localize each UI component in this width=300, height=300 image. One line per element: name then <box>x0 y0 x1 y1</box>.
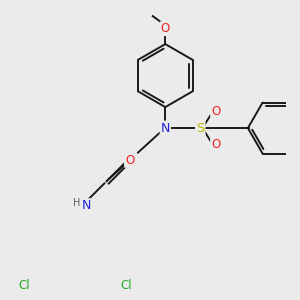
Text: O: O <box>161 22 170 35</box>
Text: S: S <box>196 122 205 135</box>
Text: O: O <box>211 138 220 152</box>
Text: O: O <box>125 154 134 167</box>
Text: O: O <box>211 105 220 118</box>
Text: H: H <box>73 198 80 208</box>
Text: N: N <box>82 199 91 212</box>
Text: N: N <box>160 122 170 135</box>
Text: Cl: Cl <box>120 279 132 292</box>
Text: Cl: Cl <box>18 279 30 292</box>
